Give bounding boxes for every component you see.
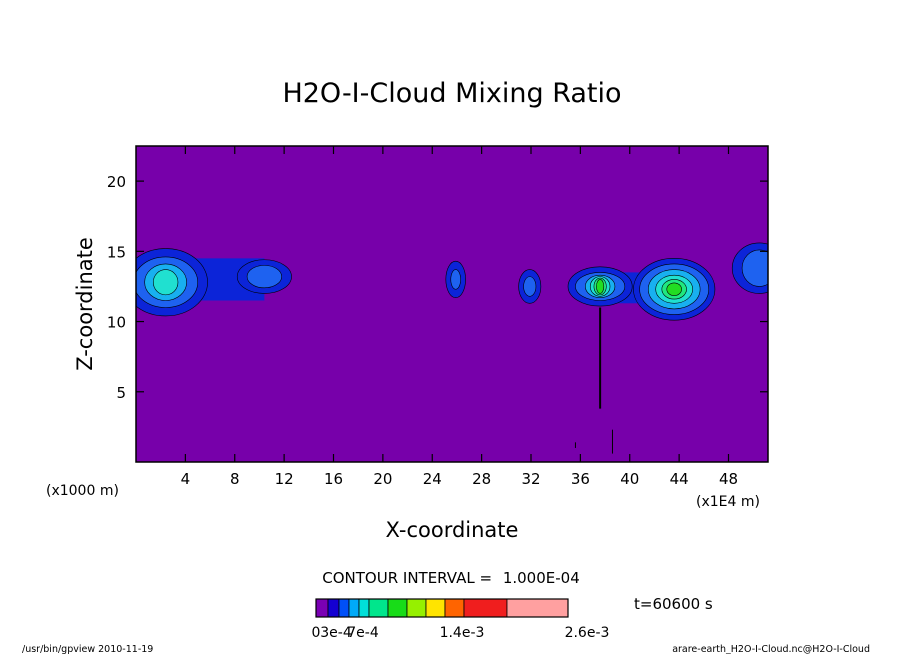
time-label: t=60600 s [634, 595, 713, 613]
colorbar-frame [315, 598, 569, 618]
colorbar-swatch-6 [368, 598, 389, 618]
contour-blob-6-level-6 [666, 282, 682, 296]
y-tick-label-20: 20 [107, 173, 126, 191]
contour-interval-label: CONTOUR INTERVAL = 1.000E-04 [322, 569, 580, 587]
colorbar-swatch-9 [425, 598, 446, 618]
y-tick-label-10: 10 [107, 314, 126, 332]
contour-field [136, 242, 768, 321]
x-tick-label-44: 44 [670, 470, 689, 488]
footer-left: /usr/bin/gpview 2010-11-19 [22, 644, 153, 654]
colorbar-swatch-11 [463, 598, 508, 618]
contour-blob-2-level-2 [246, 265, 282, 289]
contour-blob-4-level-2 [523, 276, 537, 297]
x-tick-label-20: 20 [373, 470, 392, 488]
colorbar-label-5: 2.6e-3 [565, 625, 610, 641]
y-tick-label-15: 15 [107, 243, 126, 261]
colorbar-swatch-1 [315, 598, 329, 618]
colorbar [315, 598, 569, 618]
x-tick-label-28: 28 [472, 470, 491, 488]
colorbar-swatch-7 [387, 598, 408, 618]
colorbar-label-4: 1.4e-3 [440, 625, 485, 641]
colorbar-swatch-8 [406, 598, 427, 618]
colorbar-label-1: 0 [312, 625, 321, 641]
colorbar-label-3: 7e-4 [347, 625, 379, 641]
contour-blob-1-level-4 [152, 269, 179, 296]
colorbar-label-2: 3e-4 [320, 625, 352, 641]
x-axis-label: X-coordinate [386, 518, 519, 542]
chart-title: H2O-I-Cloud Mixing Ratio [282, 78, 621, 109]
x-tick-label-48: 48 [719, 470, 738, 488]
x-unit-right: (x1E4 m) [696, 494, 760, 510]
x-tick-label-24: 24 [423, 470, 442, 488]
x-tick-label-4: 4 [181, 470, 191, 488]
contour-blob-3-level-2 [450, 269, 461, 290]
colorbar-swatch-10 [444, 598, 465, 618]
y-tick-label-5: 5 [116, 384, 126, 402]
y-axis-ticks: 5 10 15 20 [107, 173, 768, 402]
contour-interval-text: CONTOUR INTERVAL = [322, 569, 492, 587]
colorbar-swatch-12 [506, 598, 569, 618]
x-tick-label-40: 40 [620, 470, 639, 488]
contour-blob-7-level-2 [741, 249, 768, 287]
colorbar-swatch-2 [327, 598, 340, 618]
x-axis-ticks: 4 8 12 16 20 24 28 32 36 40 44 48 [181, 146, 738, 488]
contour-interval-value: 1.000E-04 [503, 569, 580, 587]
x-tick-label-16: 16 [324, 470, 343, 488]
footer-right: arare-earth_H2O-I-Cloud.nc@H2O-I-Cloud [672, 644, 870, 654]
colorbar-swatch-5 [358, 598, 370, 618]
x-unit-left: (x1000 m) [46, 483, 119, 499]
contour-blob-5-level-6 [596, 279, 605, 294]
x-tick-label-36: 36 [571, 470, 590, 488]
y-axis-label: Z-coordinate [73, 237, 97, 371]
x-tick-label-8: 8 [230, 470, 240, 488]
colorbar-swatch-3 [338, 598, 350, 618]
colorbar-labels: 0 3e-47e-4 1.4e-3 2.6e-3 [312, 625, 610, 641]
plot-frame [135, 145, 769, 463]
contour-lines [574, 307, 613, 454]
x-tick-label-12: 12 [275, 470, 294, 488]
x-tick-label-32: 32 [521, 470, 540, 488]
colorbar-swatch-4 [348, 598, 360, 618]
